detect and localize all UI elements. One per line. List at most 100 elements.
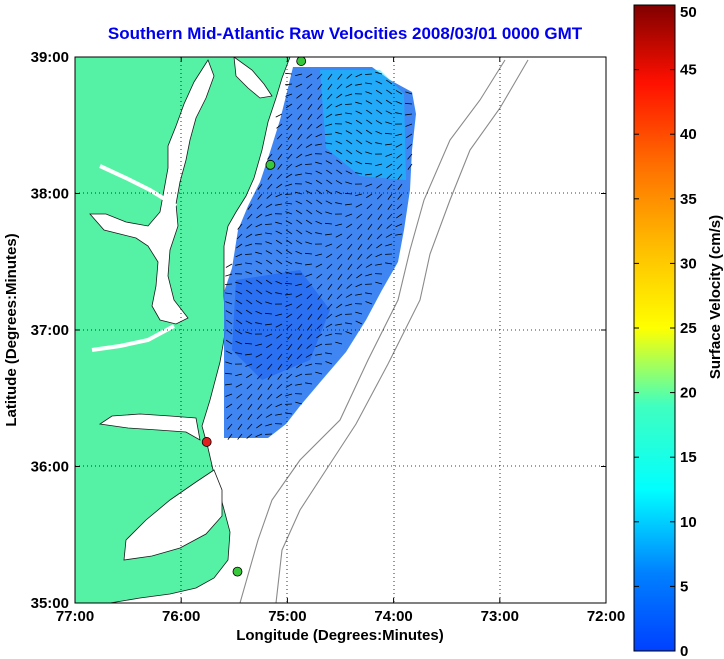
velocity-arrow (285, 173, 293, 178)
velocity-arrow (285, 83, 293, 86)
velocity-arrow (325, 333, 333, 337)
colorbar-tick-label: 5 (680, 578, 688, 595)
radar-station-marker (296, 57, 307, 66)
velocity-arrow (355, 320, 363, 325)
velocity-arrow (296, 363, 303, 369)
velocity-arrow (276, 123, 283, 129)
velocity-arrow (345, 159, 353, 165)
velocity-arrow (355, 283, 363, 288)
velocity-arrow (355, 203, 363, 208)
velocity-arrow (265, 423, 273, 427)
velocity-arrow (285, 383, 293, 388)
velocity-arrow (317, 313, 323, 320)
velocity-arrow (257, 383, 263, 390)
velocity-arrow (297, 113, 303, 120)
velocity-arrow (286, 229, 293, 235)
y-tick-label: 37:00 (31, 322, 69, 339)
velocity-arrow (335, 140, 343, 145)
velocity-arrow (336, 293, 343, 300)
velocity-arrow (325, 200, 333, 205)
velocity-arrow (315, 210, 323, 215)
velocity-arrow (364, 162, 373, 165)
velocity-arrow (296, 103, 303, 110)
velocity-arrow (277, 163, 283, 170)
velocity-arrow (387, 193, 393, 200)
velocity-arrow (306, 343, 313, 349)
velocity-arrow (265, 213, 273, 217)
velocity-arrow (236, 319, 243, 325)
velocity-arrow (335, 323, 343, 326)
velocity-arrow (355, 193, 363, 197)
radar-stations (201, 57, 307, 577)
velocity-arrow (285, 293, 293, 296)
grid-lines (75, 57, 606, 603)
velocity-arrow (336, 253, 343, 260)
velocity-arrow (347, 243, 353, 250)
velocity-arrow (357, 253, 363, 260)
velocity-arrow (355, 160, 363, 165)
velocity-arrow (305, 241, 313, 245)
velocity-arrow (307, 113, 313, 120)
velocity-arrow (335, 103, 343, 108)
velocity-arrow (337, 263, 343, 270)
velocity-arrow (376, 183, 383, 189)
velocity-arrow (256, 373, 263, 380)
velocity-arrow (384, 132, 393, 135)
velocity-arrow (266, 259, 273, 265)
velocity-arrow (335, 341, 343, 345)
velocity-arrow (245, 331, 253, 335)
velocity-arrow (285, 93, 293, 97)
velocity-arrow (245, 243, 253, 247)
velocity-arrow (306, 133, 313, 139)
velocity-arrow (276, 343, 283, 350)
colorbar-tick-label: 50 (680, 4, 697, 21)
velocity-arrow (376, 193, 383, 200)
velocity-arrow (335, 131, 343, 135)
velocity-arrow (376, 233, 383, 240)
velocity-arrow (366, 109, 373, 115)
y-tick-label: 35:00 (31, 595, 69, 612)
velocity-arrow (237, 433, 243, 440)
y-tick-label: 39:00 (31, 49, 69, 66)
velocity-arrow (236, 309, 243, 315)
velocity-arrow (285, 313, 293, 319)
velocity-arrow (345, 322, 353, 325)
velocity-arrow (245, 363, 253, 367)
velocity-arrow (236, 403, 243, 410)
velocity-arrow (256, 279, 263, 285)
velocity-arrow (307, 313, 313, 320)
velocity-arrow (287, 133, 293, 140)
y-tick-label: 36:00 (31, 459, 69, 476)
velocity-arrow (335, 113, 343, 116)
velocity-arrow (375, 142, 383, 145)
velocity-arrow (256, 423, 263, 429)
velocity-arrow (355, 83, 363, 86)
velocity-arrow (315, 371, 323, 375)
velocity-arrow (235, 281, 243, 285)
velocity-arrow (405, 133, 413, 139)
velocity-arrow (296, 229, 303, 235)
velocity-arrow (355, 311, 363, 315)
velocity-arrow (316, 123, 323, 129)
velocity-arrow (365, 151, 373, 155)
velocity-arrow (255, 233, 263, 236)
velocity-arrow (377, 203, 383, 210)
velocity-arrow (245, 262, 253, 265)
velocity-arrow (335, 202, 343, 205)
velocity-arrow (235, 263, 243, 266)
velocity-arrow (335, 233, 343, 238)
velocity-arrow (326, 263, 333, 270)
velocity-arrow (265, 203, 273, 208)
velocity-arrow (255, 260, 263, 265)
velocity-arrow (367, 213, 373, 220)
velocity-arrow (265, 279, 273, 285)
velocity-arrow (397, 173, 403, 180)
velocity-arrow (365, 193, 373, 199)
velocity-arrow (304, 252, 313, 255)
velocity-arrow (386, 89, 393, 95)
velocity-arrow (355, 110, 363, 115)
velocity-arrow (295, 293, 303, 298)
velocity-arrow (265, 290, 273, 295)
velocity-arrow (285, 412, 293, 415)
velocity-arrow (256, 413, 263, 420)
